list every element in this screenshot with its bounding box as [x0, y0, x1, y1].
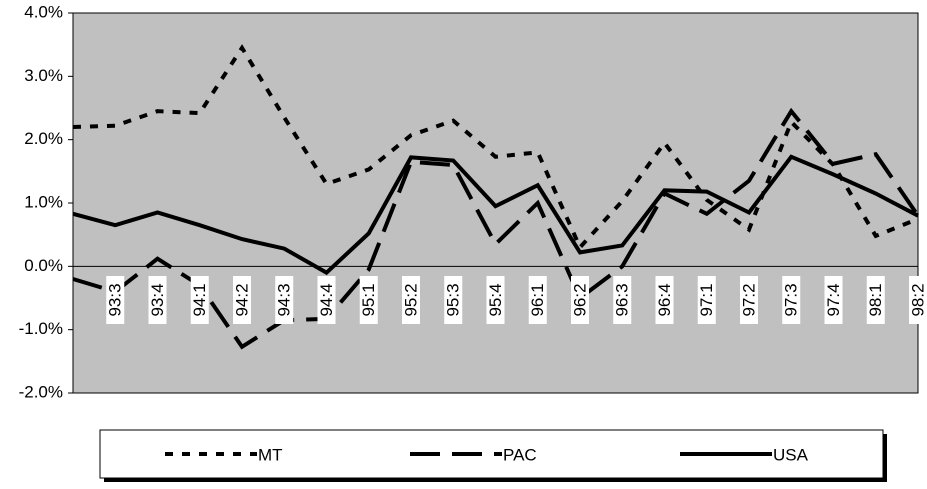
x-tick-label: 94:2 — [232, 283, 251, 316]
x-tick-label: 97:4 — [824, 283, 843, 316]
x-tick-label-group: 94:2 — [232, 276, 251, 324]
x-tick-label-group: 94:3 — [275, 276, 294, 324]
x-tick-label-group: 95:1 — [359, 276, 378, 324]
series-line — [72, 44, 919, 251]
x-tick-label-group: 94:4 — [317, 276, 336, 324]
legend-label: USA — [773, 445, 809, 464]
x-tick-label-box — [655, 276, 674, 324]
y-tick-label: 1.0% — [24, 192, 63, 211]
x-tick-label-box — [148, 276, 167, 324]
series-line — [72, 107, 920, 350]
y-tick-label: -2.0% — [19, 382, 63, 401]
x-tick-label-group: 96:3 — [613, 276, 632, 324]
x-tick-label: 96:4 — [655, 283, 674, 316]
x-tick-label-box — [909, 276, 927, 324]
y-tick-label: 4.0% — [24, 2, 63, 21]
x-tick-label-group: 96:4 — [655, 276, 674, 324]
x-tick-label-group: 96:1 — [528, 276, 547, 324]
x-tick-label: 97:3 — [782, 283, 801, 316]
x-tick-label: 93:3 — [106, 283, 125, 316]
x-tick-label: 94:1 — [190, 283, 209, 316]
y-tick-label: 3.0% — [24, 66, 63, 85]
x-tick-label: 96:1 — [528, 283, 547, 316]
x-tick-label-group: 97:3 — [782, 276, 801, 324]
x-tick-label-group: 97:1 — [697, 276, 716, 324]
x-tick-label: 95:3 — [444, 283, 463, 316]
x-tick-label: 95:1 — [359, 283, 378, 316]
x-tick-label: 96:3 — [613, 283, 632, 316]
x-tick-label-group: 98:1 — [866, 276, 885, 324]
x-tick-label-box — [106, 276, 125, 324]
x-tick-label-box — [782, 276, 801, 324]
x-tick-label: 94:4 — [317, 283, 336, 316]
y-tick-label: 2.0% — [24, 129, 63, 148]
x-tick-label: 96:2 — [570, 283, 589, 316]
x-tick-label-box — [866, 276, 885, 324]
x-tick-label-box — [402, 276, 420, 324]
legend-label: PAC — [503, 445, 537, 464]
x-tick-label: 98:1 — [866, 283, 885, 316]
legend-box — [99, 429, 884, 479]
x-tick-label-box — [571, 276, 589, 324]
plot-area — [72, 12, 919, 394]
x-tick-label: 97:2 — [739, 283, 758, 316]
x-tick-label-box — [317, 276, 336, 324]
x-tick-label-box — [444, 276, 463, 324]
x-tick-label-box — [486, 276, 505, 324]
x-tick-label-box — [740, 276, 758, 324]
y-tick-label: 0.0% — [24, 256, 63, 275]
legend-label: MT — [258, 445, 283, 464]
series-line — [72, 154, 919, 276]
x-tick-label-box — [359, 276, 378, 324]
x-tick-label-group: 95:3 — [444, 276, 463, 324]
x-tick-label-box — [275, 276, 294, 324]
x-tick-label-box — [528, 276, 547, 324]
x-tick-label-box — [613, 276, 632, 324]
x-tick-label-group: 96:2 — [570, 276, 589, 324]
x-tick-label-group: 95:4 — [486, 276, 505, 324]
x-tick-label-box — [233, 276, 251, 324]
x-tick-label-group: 98:2 — [908, 276, 927, 324]
x-tick-label: 93:4 — [148, 283, 167, 316]
x-tick-label-group: 93:4 — [148, 276, 167, 324]
x-tick-label-group: 97:2 — [739, 276, 758, 324]
x-tick-label: 94:3 — [275, 283, 294, 316]
x-tick-label-box — [697, 276, 716, 324]
x-tick-label: 98:2 — [908, 283, 927, 316]
x-tick-label-box — [190, 276, 209, 324]
x-tick-label-group: 97:4 — [824, 276, 843, 324]
x-tick-label: 95:2 — [401, 283, 420, 316]
x-tick-label: 95:4 — [486, 283, 505, 316]
x-tick-label: 97:1 — [697, 283, 716, 316]
x-tick-label-group: 93:3 — [106, 276, 125, 324]
y-tick-label: -1.0% — [19, 319, 63, 338]
x-tick-label-group: 94:1 — [190, 276, 209, 324]
x-tick-label-box — [824, 276, 843, 324]
x-tick-label-group: 95:2 — [401, 276, 420, 324]
